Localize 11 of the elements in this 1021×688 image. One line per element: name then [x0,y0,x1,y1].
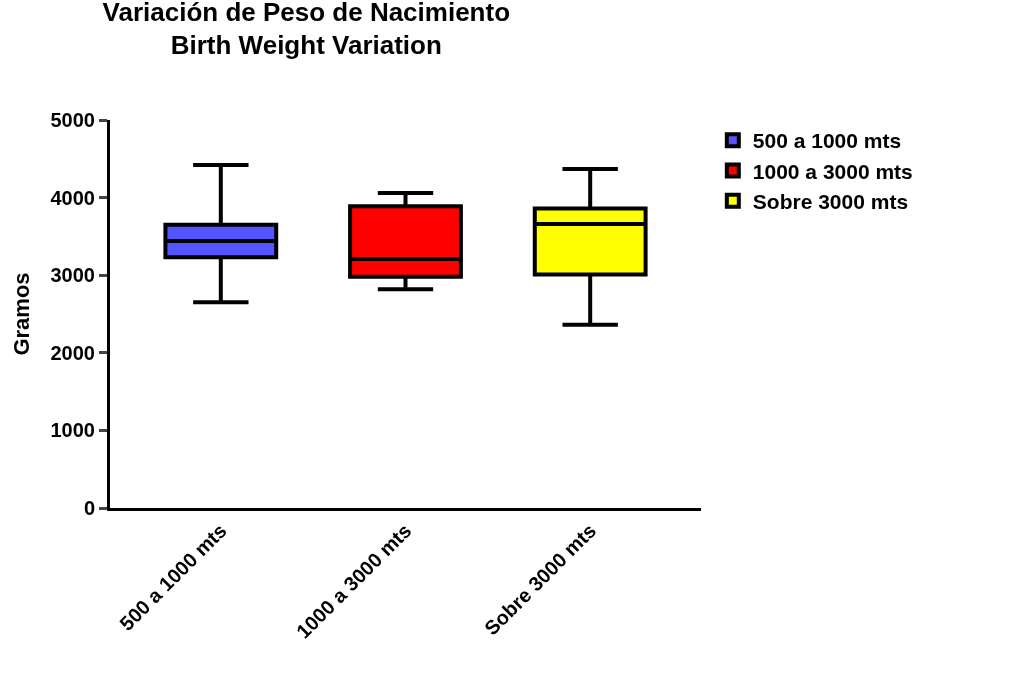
y-axis-title: Gramos [9,272,35,356]
y-tick-label: 1000 [50,419,95,442]
legend-label: 1000 a 3000 mts [752,159,913,183]
y-tick-label: 3000 [50,264,95,287]
y-tick-label: 0 [83,497,95,519]
y-tick-label: 5000 [50,109,95,131]
chart-title: Variación de Peso de Nacimiento Birth Weight Variation [102,0,511,61]
y-tick-label: 4000 [50,186,95,209]
legend-label: 500 a 1000 mts [752,129,902,153]
y-tick-label: 2000 [50,341,95,364]
legend-label: Sobre 3000 mts [752,189,909,213]
